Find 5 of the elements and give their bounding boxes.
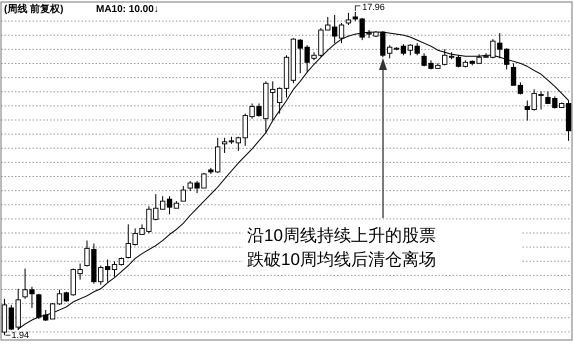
annotation: 17.96	[362, 2, 385, 12]
chart-subtitle: MA10: 10.00↓	[96, 4, 159, 15]
annotation: 1.94	[11, 330, 29, 340]
chart-title: (周线 前复权)	[4, 3, 64, 15]
annotation: 沿10周线持续上升的股票	[247, 226, 436, 245]
